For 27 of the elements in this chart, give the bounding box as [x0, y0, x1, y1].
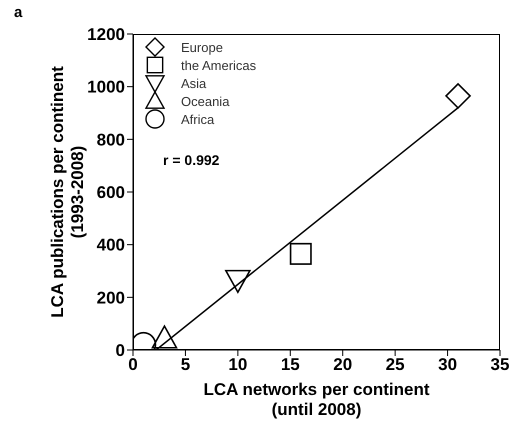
x-tick-label: 5: [180, 355, 190, 374]
legend-label: the Americas: [181, 58, 256, 72]
annotation: r = 0.992: [163, 152, 220, 168]
y-tick-label: 0: [116, 341, 125, 360]
legend-label: Oceania: [181, 94, 230, 108]
legend-label: Europe: [181, 40, 223, 54]
x-tick-label: 25: [386, 355, 405, 374]
point: [152, 325, 178, 349]
y-tick-label: 1000: [87, 78, 125, 97]
x-tick-label: 20: [333, 355, 352, 374]
legend-label: Africa: [181, 112, 214, 126]
x-tick-label: 10: [228, 355, 248, 374]
y-tick-label: 800: [96, 130, 125, 150]
chart-title: a: [14, 4, 22, 21]
x-tick-label: 15: [280, 355, 300, 374]
x-tick-label: 0: [128, 355, 138, 374]
point: [290, 242, 312, 265]
x-tick-label: 30: [438, 355, 458, 374]
x-tick-label: 35: [490, 355, 510, 374]
legend-label: Asia: [181, 76, 206, 90]
y-tick-label: 600: [96, 183, 125, 202]
x-axis-title: LCA networks per continent (until 2008): [202, 380, 431, 420]
y-axis-title: LCA publications per continent (1993-2008): [48, 66, 88, 318]
point: [445, 83, 471, 109]
y-tick-label: 200: [96, 288, 125, 308]
y-tick-label: 400: [96, 236, 125, 255]
y-tick-label: 1200: [87, 25, 125, 44]
